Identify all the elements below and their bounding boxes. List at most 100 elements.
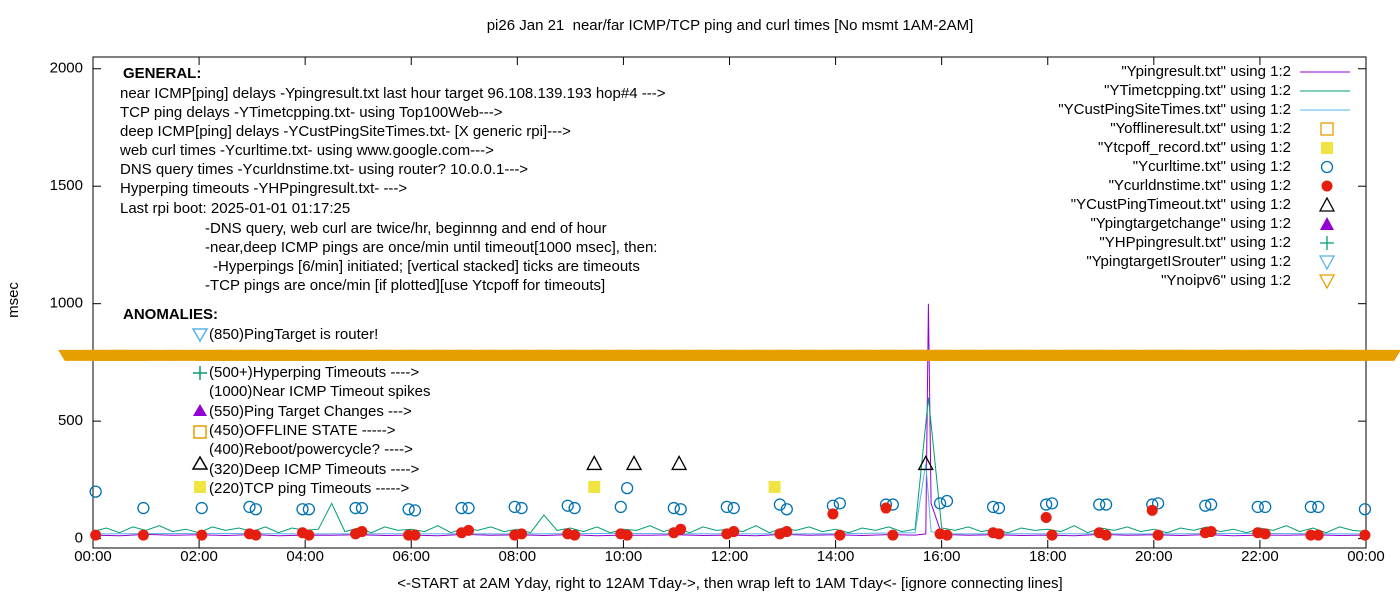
data-point xyxy=(1040,498,1053,511)
data-point xyxy=(516,528,528,540)
data-point xyxy=(1312,500,1325,514)
y-tick-label: 1500 xyxy=(50,177,83,194)
data-point xyxy=(1040,511,1052,523)
legend-label: "Ycurldnstime.txt" using 1:2 xyxy=(1109,177,1291,194)
general-note: DNS query times -Ycurldnstime.txt- using… xyxy=(120,161,528,178)
data-point xyxy=(621,529,633,541)
legend-label: "YTimetcpping.txt" using 1:2 xyxy=(1104,82,1291,99)
data-point xyxy=(614,500,627,514)
general-note: -DNS query, web curl are twice/hr, begin… xyxy=(205,220,607,237)
legend-swatch xyxy=(1321,180,1333,192)
data-point xyxy=(249,503,262,516)
plot-layer: 0 500 1000 1500 2000 00:00 02:00 04:00 06:00 08:0… xyxy=(50,56,1400,565)
data-point xyxy=(625,455,643,471)
data-point xyxy=(917,455,934,471)
legend-swatch xyxy=(1320,217,1334,230)
anomaly-note: (1000)Near ICMP Timeout spikes xyxy=(209,383,430,400)
legend-label: "Ytcpoff_record.txt" using 1:2 xyxy=(1098,139,1291,156)
notes-layer: GENERAL: ANOMALIES: near ICMP[ping] dela… xyxy=(119,65,666,497)
x-tick-label: 14:00 xyxy=(817,548,855,565)
legend-label: "Ycurltime.txt" using 1:2 xyxy=(1133,158,1291,175)
data-point xyxy=(1259,500,1272,514)
data-point xyxy=(1251,500,1264,514)
data-point xyxy=(196,529,208,541)
data-point xyxy=(137,529,149,541)
data-point xyxy=(887,529,899,541)
x-tick-label: 00:00 xyxy=(74,548,112,565)
general-note: web curl times -Ycurltime.txt- using www… xyxy=(119,142,494,159)
data-point xyxy=(992,501,1006,515)
data-point xyxy=(409,529,421,541)
data-point xyxy=(880,502,892,514)
x-tick-label: 16:00 xyxy=(923,548,961,565)
general-note: -Hyperpings [6/min] initiated; [vertical… xyxy=(213,258,640,275)
data-point xyxy=(1331,349,1400,361)
symbol-plus xyxy=(193,366,207,380)
data-point xyxy=(568,501,581,515)
general-note: Last rpi boot: 2025-01-01 01:17:25 xyxy=(120,200,350,217)
data-point xyxy=(243,500,256,514)
general-note: -TCP pings are once/min [if plotted][use… xyxy=(205,277,605,294)
data-point xyxy=(349,501,362,515)
anomaly-heading: ANOMALIES: xyxy=(123,306,218,323)
data-point xyxy=(986,500,1000,514)
data-point xyxy=(455,501,468,515)
y-axis-label: msec xyxy=(5,282,22,318)
data-point xyxy=(675,523,687,535)
legend-label: "YCustPingTimeout.txt" using 1:2 xyxy=(1071,196,1291,213)
x-tick-label: 08:00 xyxy=(499,548,537,565)
x-tick-label: 10:00 xyxy=(605,548,643,565)
data-point xyxy=(569,529,581,541)
x-tick-label: 02:00 xyxy=(180,548,218,565)
x-axis-label: <-START at 2AM Yday, right to 12AM Tday-… xyxy=(397,575,1062,592)
data-point xyxy=(1304,500,1317,514)
legend-label: "Ypingtargetchange" using 1:2 xyxy=(1090,215,1291,232)
symbol-target-change xyxy=(193,404,207,416)
general-note: -near,deep ICMP pings are once/min until… xyxy=(205,239,657,256)
data-point xyxy=(768,480,781,493)
data-point xyxy=(833,497,846,510)
data-point xyxy=(463,524,475,536)
general-note: TCP ping delays -YTimetcpping.txt- using… xyxy=(120,104,503,121)
legend-swatch xyxy=(1320,122,1334,136)
data-point xyxy=(1045,497,1059,510)
data-point xyxy=(674,503,687,516)
anomaly-note: (550)Ping Target Changes ---> xyxy=(209,403,412,420)
data-point xyxy=(90,529,102,541)
legend-swatch xyxy=(1320,236,1334,250)
data-point xyxy=(1358,503,1372,516)
data-point xyxy=(1259,528,1271,540)
general-note: near ICMP[ping] delays -Ypingresult.txt … xyxy=(120,85,666,102)
data-point xyxy=(620,481,634,495)
symbol-tcp-timeout xyxy=(194,481,206,493)
data-point xyxy=(1046,529,1058,541)
data-point xyxy=(1199,499,1212,512)
data-point xyxy=(940,494,954,508)
data-point xyxy=(780,503,793,516)
data-point xyxy=(586,455,603,471)
data-point xyxy=(727,501,740,515)
x-tick-label: 06:00 xyxy=(392,548,430,565)
data-point xyxy=(671,455,688,471)
legend-label: "Yofflineresult.txt" using 1:2 xyxy=(1110,120,1291,137)
legend-label: "YCustPingSiteTimes.txt" using 1:2 xyxy=(1058,101,1291,118)
legend-swatch xyxy=(1318,196,1336,212)
symbol-deep-timeout xyxy=(191,455,209,470)
y-tick-label: 1000 xyxy=(50,295,83,312)
legend-label: "Ypingresult.txt" using 1:2 xyxy=(1121,63,1291,80)
anomaly-note: (220)TCP ping Timeouts -----> xyxy=(209,480,409,497)
data-point xyxy=(561,499,574,512)
data-point xyxy=(1312,529,1324,541)
data-point xyxy=(834,529,846,541)
legend-swatch xyxy=(1320,160,1334,174)
data-point xyxy=(355,501,369,515)
x-tick-label: 12:00 xyxy=(711,548,749,565)
legend-swatch xyxy=(1318,255,1336,271)
y-tick-label: 0 xyxy=(75,530,83,547)
x-tick-label: 00:00 xyxy=(1347,548,1385,565)
data-point xyxy=(89,485,102,498)
x-tick-label: 18:00 xyxy=(1029,548,1067,565)
general-heading: GENERAL: xyxy=(123,65,201,82)
data-point xyxy=(508,500,521,514)
